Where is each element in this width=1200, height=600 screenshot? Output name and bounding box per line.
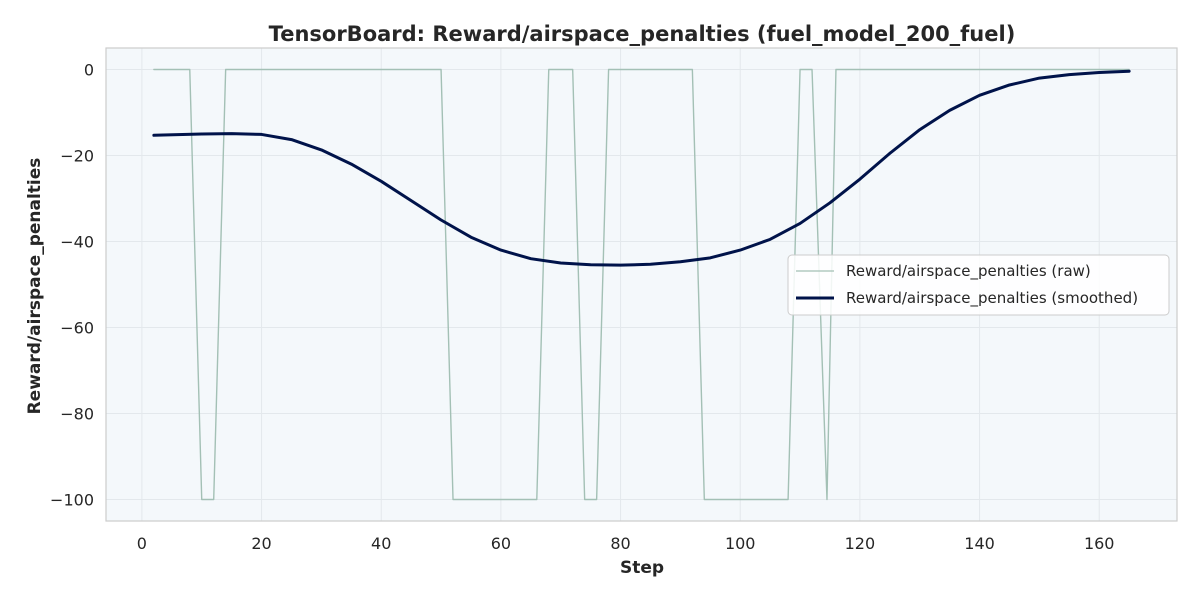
chart-title: TensorBoard: Reward/airspace_penalties (… [269,22,1016,46]
axes-frame [105,47,1178,522]
series-group [152,68,1131,501]
legend: Reward/airspace_penalties (raw) Reward/a… [787,254,1170,316]
x-tick-label: 20 [251,534,271,553]
x-tick-label: 120 [845,534,876,553]
legend-label-smoothed: Reward/airspace_penalties (smoothed) [846,289,1138,308]
x-tick-label: 160 [1084,534,1115,553]
legend-label-raw: Reward/airspace_penalties (raw) [846,262,1091,281]
x-tick-label: 60 [491,534,511,553]
x-tick-label: 40 [371,534,391,553]
x-tick-label: 80 [610,534,630,553]
x-tick-label: 140 [964,534,995,553]
x-axis-label: Step [620,558,664,578]
series-line-smoothed [152,69,1131,267]
y-tick-label: −20 [60,147,94,166]
y-tick-label: −60 [60,319,94,338]
legend-box [787,254,1170,316]
y-tick-label: −80 [60,405,94,424]
series-line-raw [153,68,1130,501]
x-tick-label: 0 [137,534,147,553]
y-tick-label: −40 [60,233,94,252]
y-axis-ticks: 0 −20 −40 −60 −80 −100 [50,61,94,510]
y-tick-label: 0 [84,61,94,80]
x-axis-ticks: 0 20 40 60 80 100 120 140 160 [137,534,1115,553]
y-tick-label: −100 [50,491,94,510]
x-tick-label: 100 [725,534,756,553]
y-axis-label: Reward/airspace_penalties [25,158,45,415]
